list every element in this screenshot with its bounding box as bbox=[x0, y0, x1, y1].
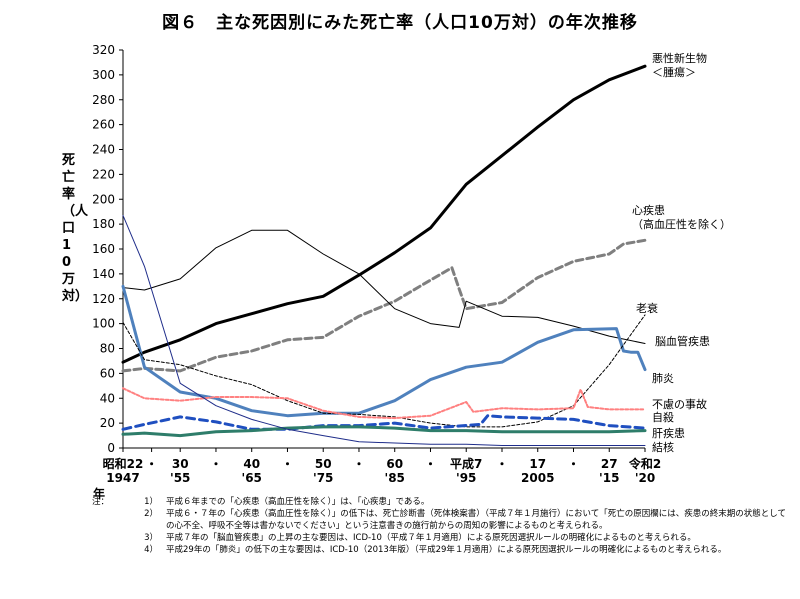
series-label: 悪性新生物 bbox=[652, 51, 707, 65]
x-tick-label-year: '20 bbox=[635, 471, 655, 485]
series-label: 老衰 bbox=[636, 301, 658, 315]
footnote-2: 2） 平成６・７年の「心疾患（高血圧性を除く）」の低下は、死亡診断書（死体検案書… bbox=[92, 508, 792, 532]
x-tick-label-era: 27 bbox=[601, 457, 618, 471]
series-line-6 bbox=[122, 387, 646, 420]
series-line-7 bbox=[121, 414, 647, 431]
x-tick-label-era: 令和2 bbox=[628, 456, 661, 471]
footnote-4: 4） 平成29年の「肺炎」の低下の主な要因は、ICD-10（2013年版）（平成… bbox=[92, 544, 792, 556]
y-tick-label: 100 bbox=[92, 317, 115, 331]
footnotes: 注： 1） 平成６年までの「心疾患（高血圧性を除く）」は、「心疾患」である。 2… bbox=[92, 496, 792, 556]
line-chart: 0 20 40 60 80 100 120 140 160 180 200 220 240 260 280 3… bbox=[92, 43, 731, 500]
footnote-text: 平成６・７年の「心疾患（高血圧性を除く）」の低下は、死亡診断書（死体検案書）（平… bbox=[166, 509, 786, 531]
x-tick-label-era: ・ bbox=[281, 457, 293, 471]
footnote-number: 1） bbox=[144, 497, 158, 507]
footnote-3: 3） 平成７年の「脳血管疾患」の上昇の主な要因は、ICD-10（平成７年１月適用… bbox=[92, 532, 792, 544]
series-line-5 bbox=[122, 314, 646, 428]
y-tick-label: 200 bbox=[92, 192, 115, 206]
x-tick-label-year: '55 bbox=[170, 471, 190, 485]
series-label: ＜腫瘍＞ bbox=[652, 65, 696, 79]
series-label: 肺炎 bbox=[652, 372, 674, 385]
y-tick-label: 220 bbox=[92, 167, 115, 181]
footnote-text: 平成６年までの「心疾患（高血圧性を除く）」は、「心疾患」である。 bbox=[166, 497, 430, 507]
x-tick-label-year: '75 bbox=[313, 471, 333, 485]
series-label: 脳血管疾患 bbox=[655, 334, 710, 348]
footnote-1: 注： 1） 平成６年までの「心疾患（高血圧性を除く）」は、「心疾患」である。 bbox=[92, 496, 792, 508]
footnote-number: 4） bbox=[144, 545, 158, 555]
series-line-1 bbox=[121, 64, 647, 364]
x-axis-label: 年 bbox=[93, 486, 105, 500]
x-tick-label-era: 40 bbox=[243, 457, 260, 471]
x-tick-label-year: 1947 bbox=[106, 471, 139, 485]
x-tick-label-era: ・ bbox=[424, 457, 436, 471]
x-tick-label-era: 平成7 bbox=[450, 456, 482, 471]
footnote-label: 注： bbox=[92, 497, 110, 507]
y-tick-label: 300 bbox=[92, 68, 115, 82]
y-tick-label: 120 bbox=[92, 292, 115, 306]
x-tick-label-era: ・ bbox=[496, 457, 508, 471]
footnote-text: 平成29年の「肺炎」の低下の主な要因は、ICD-10（2013年版）（平成29年… bbox=[166, 545, 727, 555]
y-tick-label: 20 bbox=[100, 416, 115, 430]
footnote-text: 平成７年の「脳血管疾患」の上昇の主な要因は、ICD-10（平成７年１月適用）によ… bbox=[166, 533, 696, 543]
x-tick-label-era: ・ bbox=[146, 457, 158, 471]
series-label: （高血圧性を除く） bbox=[632, 217, 731, 231]
footnote-number: 3） bbox=[144, 533, 158, 543]
x-tick-label-year: '95 bbox=[456, 471, 476, 485]
y-tick-label: 260 bbox=[92, 118, 115, 132]
x-tick-label-era: ・ bbox=[353, 457, 365, 471]
footnote-number: 2） bbox=[144, 509, 158, 519]
y-tick-label: 180 bbox=[92, 217, 115, 231]
x-tick-label-era: 50 bbox=[315, 457, 332, 471]
x-tick-label-year: '85 bbox=[385, 471, 405, 485]
x-tick-label-year: '15 bbox=[599, 471, 619, 485]
x-tick-label-era: ・ bbox=[567, 457, 579, 471]
x-tick-label-era: 昭和22 bbox=[103, 456, 144, 471]
y-tick-label: 160 bbox=[92, 242, 115, 256]
y-tick-label: 240 bbox=[92, 143, 115, 157]
series-label: 心疾患 bbox=[632, 203, 665, 217]
series-line-4 bbox=[121, 284, 647, 418]
chart-title: 図６ 主な死因別にみた死亡率（人口10万対）の年次推移 bbox=[162, 13, 638, 33]
y-tick-label: 40 bbox=[100, 391, 115, 405]
series-line-2 bbox=[121, 238, 647, 373]
y-tick-label: 140 bbox=[92, 267, 115, 281]
x-tick-label-year: '65 bbox=[242, 471, 262, 485]
series-label: 不慮の事故 bbox=[652, 397, 707, 411]
series-line-8 bbox=[121, 425, 647, 438]
y-axis-label: 死亡率（人口10万対） bbox=[62, 153, 89, 304]
x-tick-label-era: 60 bbox=[386, 457, 403, 471]
y-tick-label: 80 bbox=[100, 342, 115, 356]
x-tick-label-era: 30 bbox=[172, 457, 189, 471]
series-label: 自殺 bbox=[652, 410, 674, 424]
y-tick-label: 280 bbox=[92, 93, 115, 107]
y-tick-label: 60 bbox=[100, 366, 115, 380]
y-tick-label: 0 bbox=[107, 441, 115, 455]
x-tick-label-era: 17 bbox=[529, 457, 546, 471]
x-tick-label-era: ・ bbox=[210, 457, 222, 471]
series-label: 肝疾患 bbox=[652, 426, 685, 440]
series-line-3 bbox=[122, 229, 646, 344]
x-tick-label-year: 2005 bbox=[521, 471, 554, 485]
series-line-9 bbox=[122, 214, 646, 446]
series-label: 結核 bbox=[652, 440, 674, 454]
y-tick-label: 320 bbox=[92, 43, 115, 57]
